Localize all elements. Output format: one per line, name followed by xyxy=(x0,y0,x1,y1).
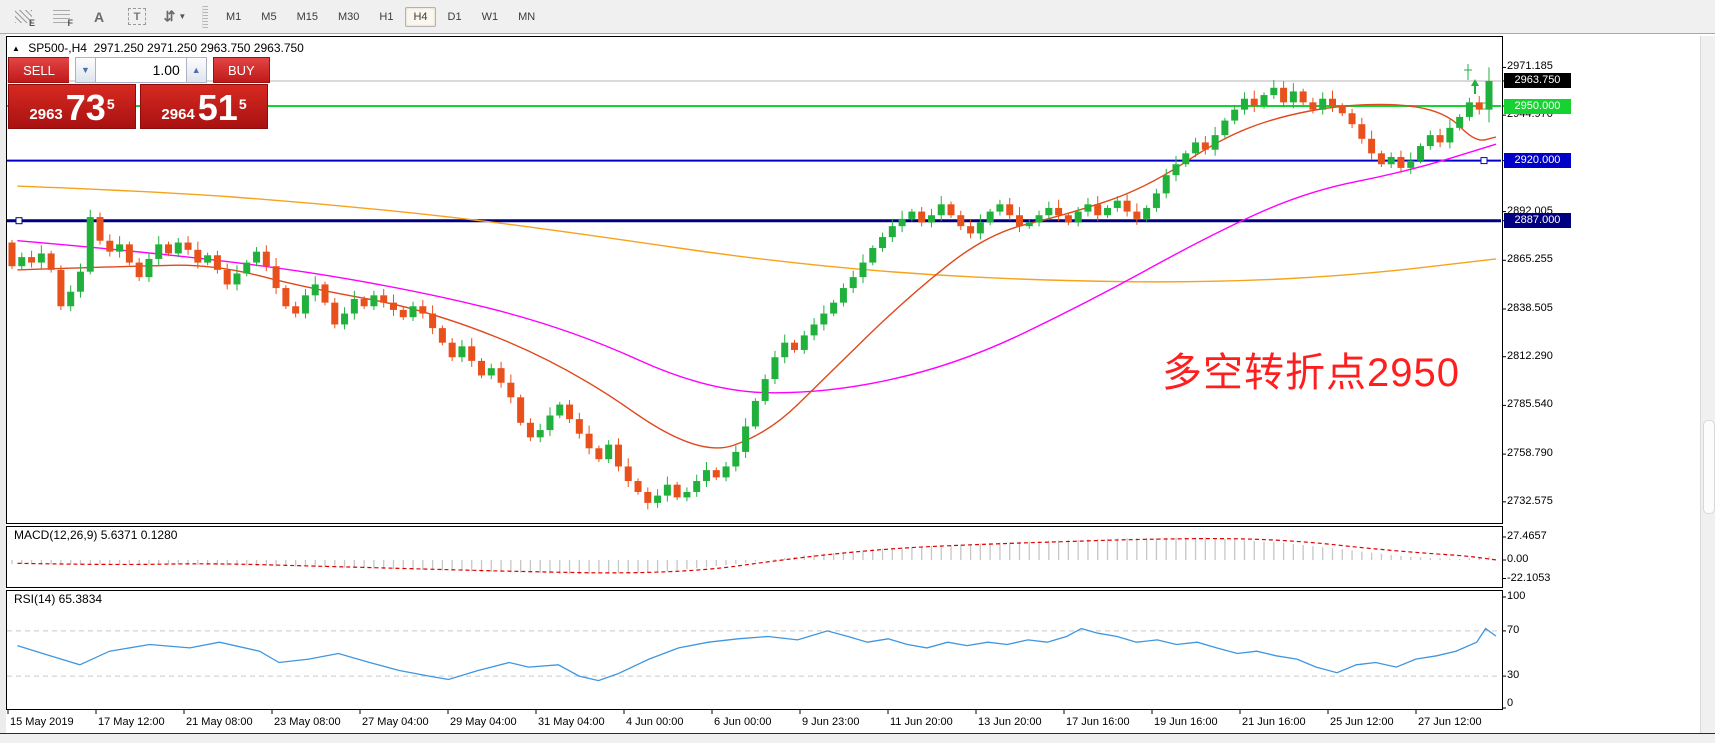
macd-tick-label: -22.1053 xyxy=(1507,572,1551,584)
sell-price-sup: 5 xyxy=(106,96,115,112)
symbol-name: SP500-,H4 xyxy=(28,41,87,55)
sell-price-small: 2963 xyxy=(29,106,63,123)
date-label: 23 May 08:00 xyxy=(274,716,341,728)
price-tick-label: 2812.290 xyxy=(1507,350,1553,362)
sell-price-big: 73 xyxy=(65,87,106,128)
date-label: 9 Jun 23:00 xyxy=(802,716,860,728)
candles-layer xyxy=(8,67,1493,510)
macd-layer xyxy=(11,537,1497,575)
date-label: 29 May 04:00 xyxy=(450,716,517,728)
price-level-badge: 2963.750 xyxy=(1504,73,1571,88)
date-label: 27 May 04:00 xyxy=(362,716,429,728)
buy-price-sup: 5 xyxy=(238,96,247,112)
volume-input[interactable] xyxy=(95,57,186,83)
timeframe-group: M1 M5 M15 M30 H1 H4 D1 W1 MN xyxy=(218,6,547,27)
sell-price-tile[interactable]: 2963 73 5 xyxy=(8,84,136,129)
price-level-badge: 2887.000 xyxy=(1504,213,1571,228)
date-label: 19 Jun 16:00 xyxy=(1154,716,1218,728)
rsi-layer xyxy=(7,627,1501,682)
expert-advisor-icon[interactable]: E xyxy=(8,5,38,29)
price-tick-label: 2865.255 xyxy=(1507,253,1553,265)
date-label: 21 Jun 16:00 xyxy=(1242,716,1306,728)
rsi-tick-label: 30 xyxy=(1507,669,1520,681)
macd-tick-label: 0.00 xyxy=(1507,553,1529,565)
left-gutter xyxy=(0,34,6,743)
one-click-trading-widget: SELL ▼ ▲ BUY 2963 73 5 2964 51 5 xyxy=(8,57,270,129)
rsi-tick-label: 70 xyxy=(1507,624,1520,636)
fibonacci-grid-icon[interactable]: F xyxy=(46,5,76,29)
macd-panel xyxy=(6,526,1503,588)
price-tick-label: 2785.540 xyxy=(1507,398,1553,410)
scrollbar-thumb[interactable] xyxy=(1703,420,1715,514)
timeframe-button-mn[interactable]: MN xyxy=(518,10,536,23)
timeframe-button-m15[interactable]: M15 xyxy=(296,10,318,23)
price-level-badge: 2950.000 xyxy=(1504,99,1571,114)
sell-button[interactable]: SELL xyxy=(8,57,70,83)
price-tick-label: 2758.790 xyxy=(1507,447,1553,459)
timeframe-button-w1[interactable]: W1 xyxy=(481,10,499,23)
timeframe-button-m30[interactable]: M30 xyxy=(337,10,360,23)
date-label: 15 May 2019 xyxy=(10,716,74,728)
arrow-tools-icon[interactable]: ⇵ ▼ xyxy=(163,8,187,24)
date-label: 11 Jun 20:00 xyxy=(890,716,953,728)
timeframe-button-h1[interactable]: H1 xyxy=(379,10,394,23)
buy-price-big: 51 xyxy=(197,87,238,128)
date-label: 17 May 12:00 xyxy=(98,716,165,728)
timeframe-button-m5[interactable]: M5 xyxy=(261,10,277,23)
date-label: 31 May 04:00 xyxy=(538,716,605,728)
rsi-tick-label: 0 xyxy=(1507,697,1514,709)
timeframe-button-h4[interactable]: H4 xyxy=(405,6,436,27)
dropdown-caret-icon: ▼ xyxy=(178,12,187,21)
toolbar: E F A T ⇵ ▼ M1 M5 M15 M30 H1 H4 D1 W1 MN xyxy=(0,0,1715,34)
symbol-header: ▲ SP500-,H4 2971.250 2971.250 2963.750 2… xyxy=(12,41,304,55)
macd-label: MACD(12,26,9) 5.6371 0.1280 xyxy=(14,528,178,542)
window-bottom-edge xyxy=(0,733,1715,743)
timeframe-button-d1[interactable]: D1 xyxy=(447,10,462,23)
date-label: 17 Jun 16:00 xyxy=(1066,716,1130,728)
date-label: 21 May 08:00 xyxy=(186,716,253,728)
trade-arrow-marker xyxy=(1464,64,1479,94)
macd-tick-label: 27.4657 xyxy=(1507,530,1547,542)
volume-decrease-button[interactable]: ▼ xyxy=(75,57,96,83)
date-label: 27 Jun 12:00 xyxy=(1418,716,1482,728)
right-scrollbar xyxy=(1700,36,1715,734)
toolbar-separator xyxy=(202,5,208,28)
buy-button[interactable]: BUY xyxy=(212,57,270,83)
buy-price-tile[interactable]: 2964 51 5 xyxy=(140,84,268,129)
timeframe-button-m1[interactable]: M1 xyxy=(226,10,242,23)
symbol-ohlc: 2971.250 2971.250 2963.750 2963.750 xyxy=(93,41,304,55)
chart-annotation: 多空转折点2950 xyxy=(1162,351,1460,395)
text-label-tool-icon[interactable]: T xyxy=(122,5,152,29)
text-tool-icon[interactable]: A xyxy=(93,8,105,25)
price-tick-label: 2732.575 xyxy=(1507,495,1553,507)
volume-increase-button[interactable]: ▲ xyxy=(185,57,207,83)
toolbar-icon-group: E F A T ⇵ ▼ xyxy=(8,5,198,29)
collapse-icon[interactable]: ▲ xyxy=(12,44,20,53)
price-level-badge: 2920.000 xyxy=(1504,153,1571,168)
date-label: 25 Jun 12:00 xyxy=(1330,716,1394,728)
price-tick-label: 2971.185 xyxy=(1507,60,1553,72)
date-label: 13 Jun 20:00 xyxy=(978,716,1042,728)
date-label: 6 Jun 00:00 xyxy=(714,716,772,728)
price-tick-label: 2838.505 xyxy=(1507,302,1553,314)
date-label: 4 Jun 00:00 xyxy=(626,716,684,728)
rsi-tick-label: 100 xyxy=(1507,590,1526,602)
buy-price-small: 2964 xyxy=(161,106,195,123)
rsi-label: RSI(14) 65.3834 xyxy=(14,592,103,606)
